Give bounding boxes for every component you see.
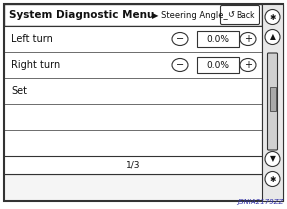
Text: Set: Set (11, 86, 27, 96)
Bar (4, 156, 262, 174)
Text: +: + (244, 34, 252, 44)
Bar (4, 4, 262, 26)
Text: ▶ Steering Angle_: ▶ Steering Angle_ (152, 10, 228, 19)
Circle shape (265, 29, 280, 45)
Text: ✱: ✱ (269, 175, 276, 184)
Ellipse shape (240, 59, 256, 71)
Text: JSNIA2179ZZ: JSNIA2179ZZ (237, 199, 283, 205)
Bar (4, 26, 262, 174)
Bar (269, 87, 276, 111)
Text: Left turn: Left turn (11, 34, 53, 44)
Text: 1/3: 1/3 (126, 161, 140, 169)
Circle shape (265, 152, 280, 167)
Text: −: − (176, 34, 184, 44)
Text: −: − (176, 60, 184, 70)
FancyBboxPatch shape (220, 5, 259, 24)
Circle shape (265, 9, 280, 24)
FancyBboxPatch shape (267, 53, 278, 150)
Text: +: + (244, 60, 252, 70)
Circle shape (265, 172, 280, 186)
Bar (197, 57, 239, 73)
Text: 0.0%: 0.0% (207, 60, 230, 70)
Text: Back: Back (236, 10, 255, 19)
Text: 0.0%: 0.0% (207, 34, 230, 43)
Bar (197, 31, 239, 47)
Text: ▲: ▲ (269, 33, 276, 42)
Ellipse shape (240, 33, 256, 46)
Text: Right turn: Right turn (11, 60, 60, 70)
Text: ✱: ✱ (269, 13, 276, 22)
Text: System Diagnostic Menu: System Diagnostic Menu (9, 10, 154, 20)
Ellipse shape (172, 59, 188, 71)
Bar (262, 4, 283, 201)
Text: ↺: ↺ (227, 10, 234, 19)
Ellipse shape (172, 33, 188, 46)
Text: ▼: ▼ (269, 154, 276, 163)
